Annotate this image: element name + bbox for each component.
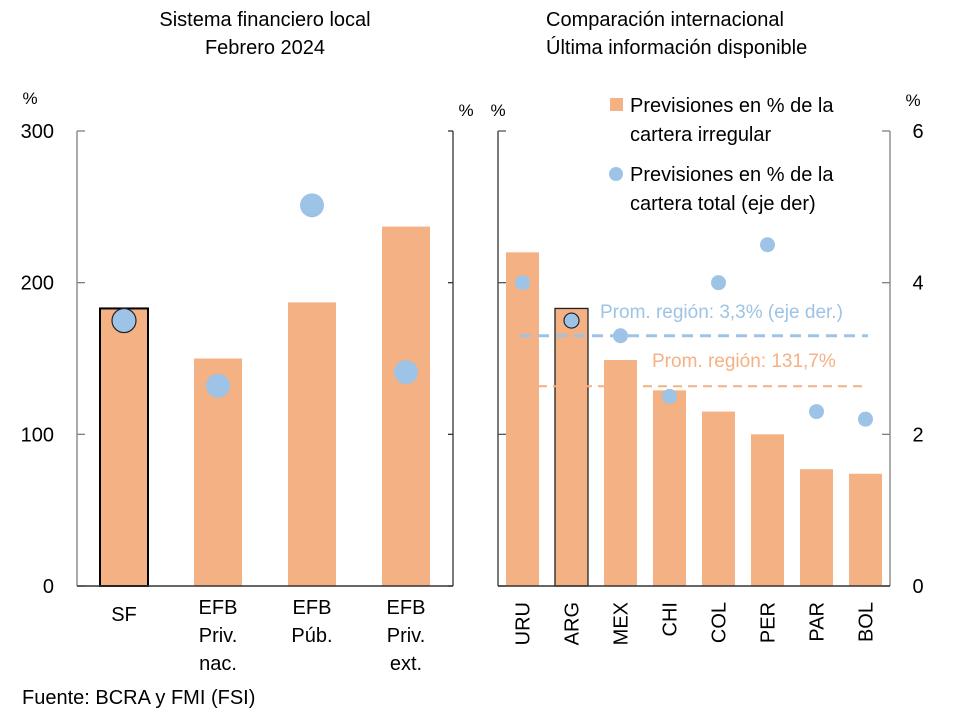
legend-dot-swatch	[609, 167, 623, 181]
dot-chi	[662, 388, 677, 404]
right-chart-title: Comparación internacional	[546, 9, 784, 31]
dot-bol	[858, 411, 873, 427]
legend-bar-label-line2: cartera irregular	[630, 124, 772, 146]
dot-per	[760, 237, 775, 253]
right-chart-left-unit: %	[490, 101, 505, 120]
bar-chi	[653, 390, 686, 586]
y-tick-label: 300	[21, 121, 54, 143]
y-tick-label-right: 4	[912, 273, 923, 295]
x-tick-label: COL	[709, 602, 731, 643]
dot-sf	[111, 307, 137, 334]
y-tick-label-right: 0	[912, 576, 923, 598]
dot-col	[711, 275, 726, 291]
left-chart-right-unit: %	[458, 101, 473, 120]
y-tick-label: 100	[21, 424, 54, 446]
legend: Previsiones en % de la cartera irregular…	[609, 95, 834, 215]
bar-uru	[506, 252, 539, 587]
bar-mex	[604, 360, 637, 586]
x-tick-label: PAR	[807, 602, 829, 642]
dot-arg	[563, 312, 580, 329]
legend-bar-swatch	[610, 98, 623, 111]
ref-line-label-blue: Prom. región: 3,3% (eje der.)	[600, 302, 843, 323]
x-tick-label: ext.	[390, 653, 422, 675]
bar-par	[800, 469, 833, 586]
x-tick-label: URU	[513, 602, 535, 645]
left-chart-subtitle: Febrero 2024	[205, 37, 325, 59]
x-tick-label: EFB	[293, 597, 332, 619]
x-tick-label: PER	[758, 602, 780, 643]
left-chart-left-unit: %	[22, 89, 37, 108]
bar-efb-p-b-	[288, 302, 336, 586]
legend-dot-label-line1: Previsiones en % de la	[630, 164, 834, 186]
y-tick-label: 200	[21, 273, 54, 295]
x-tick-label: Priv.	[199, 625, 238, 647]
left-chart-title: Sistema financiero local	[159, 9, 370, 31]
dot-efb-priv-ext-	[394, 360, 418, 385]
x-tick-label: MEX	[611, 602, 633, 645]
dot-mex	[613, 328, 628, 344]
dot-efb-priv-nac-	[206, 373, 230, 398]
dot-par	[809, 404, 824, 420]
bar-col	[702, 411, 735, 586]
dot-uru	[515, 275, 530, 291]
right-chart-subtitle: Última información disponible	[546, 36, 807, 59]
bar-efb-priv-ext-	[382, 226, 430, 587]
bar-sf	[99, 307, 149, 587]
y-tick-label: 0	[43, 576, 54, 598]
y-tick-label-right: 6	[912, 121, 923, 143]
bar-arg	[554, 307, 589, 587]
x-tick-label: BOL	[856, 602, 878, 642]
legend-bar-label-line1: Previsiones en % de la	[630, 95, 834, 117]
x-tick-label: CHI	[660, 602, 682, 636]
left-plot-area: 0 100 200 300 SF EFB Priv. nac. EFB Púb. EFB Priv. e…	[21, 121, 454, 675]
ref-line-label-orange: Prom. región: 131,7%	[652, 351, 836, 372]
x-tick-label: nac.	[199, 653, 237, 675]
dot-efb-p-b-	[300, 193, 324, 218]
bar-per	[751, 434, 784, 586]
bar-bol	[849, 473, 882, 586]
right-plot-area: 0 2 4 6 URU ARG MEX CHI COL PER PAR BOL	[497, 121, 924, 645]
x-tick-label: EFB	[199, 597, 238, 619]
x-tick-label: SF	[111, 604, 137, 626]
x-tick-label: EFB	[387, 597, 426, 619]
legend-dot-label-line2: cartera total (eje der)	[630, 193, 816, 215]
x-tick-label: ARG	[562, 602, 584, 645]
x-tick-label: Púb.	[291, 625, 332, 647]
y-tick-label-right: 2	[912, 424, 923, 446]
right-chart-right-unit: %	[905, 91, 920, 110]
source-note: Fuente: BCRA y FMI (FSI)	[22, 687, 255, 709]
x-tick-label: Priv.	[387, 625, 426, 647]
